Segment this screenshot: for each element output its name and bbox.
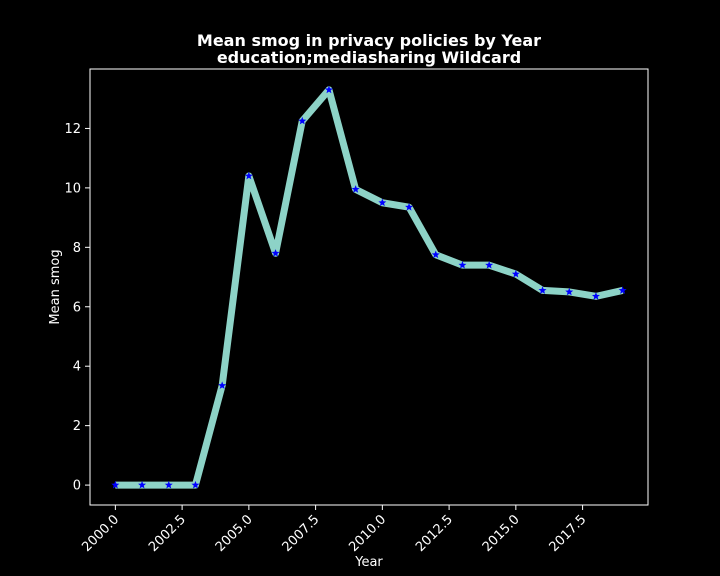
data-point-marker — [244, 171, 253, 180]
x-tick-label: 2002.5 — [146, 512, 189, 555]
x-tick-label: 2005.0 — [213, 512, 256, 555]
data-point-marker — [538, 286, 547, 294]
y-tick-label: 4 — [73, 360, 81, 375]
data-point-marker — [378, 198, 387, 207]
data-point-marker — [431, 250, 440, 259]
data-point-marker — [405, 203, 414, 211]
y-tick-label: 0 — [73, 479, 81, 494]
x-tick-label: 2000.0 — [79, 512, 122, 555]
data-point-marker — [511, 269, 520, 278]
data-point-marker — [111, 480, 120, 489]
series-line — [115, 86, 624, 489]
x-tick-label: 2010.0 — [346, 512, 389, 555]
y-axis: 0 2 4 6 8 10 12 — [64, 122, 90, 494]
data-point-marker — [324, 85, 333, 94]
x-tick-label: 2007.5 — [280, 512, 323, 555]
data-point-marker — [351, 185, 360, 193]
data-point-marker — [591, 292, 600, 300]
plot-frame — [89, 68, 649, 506]
data-point-marker — [485, 260, 494, 269]
chart-subtitle: education;mediasharing Wildcard — [217, 48, 521, 67]
y-tick-label: 10 — [64, 181, 81, 196]
y-tick-label: 8 — [73, 241, 81, 256]
series-layer — [111, 85, 627, 489]
y-tick-label: 2 — [73, 419, 81, 434]
x-tick-label: 2015.0 — [480, 512, 523, 555]
x-axis: 2000.0 2002.5 2005.0 2007.5 2010.0 2012.5 2015… — [79, 505, 589, 555]
y-tick-label: 12 — [64, 122, 81, 137]
y-tick-label: 6 — [73, 300, 81, 315]
y-axis-label: Mean smog — [48, 249, 63, 324]
x-tick-label: 2012.5 — [413, 512, 456, 555]
data-point-marker — [565, 287, 574, 296]
data-point-marker — [138, 480, 147, 489]
data-point-marker — [218, 381, 227, 389]
x-axis-label: Year — [354, 555, 383, 570]
data-point-marker — [458, 260, 467, 269]
data-point-marker — [164, 480, 173, 489]
data-point-marker — [298, 116, 307, 125]
data-point-marker — [618, 286, 627, 294]
chart-title: Mean smog in privacy policies by Year — [197, 31, 541, 50]
x-tick-label: 2017.5 — [547, 512, 590, 555]
data-point-marker — [271, 249, 280, 257]
data-point-marker — [191, 480, 200, 489]
